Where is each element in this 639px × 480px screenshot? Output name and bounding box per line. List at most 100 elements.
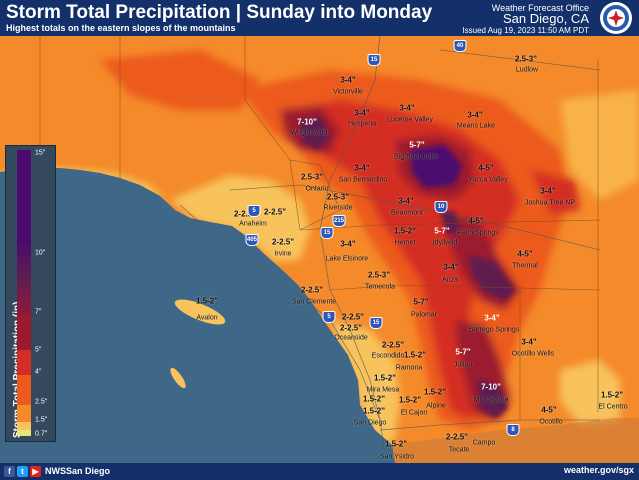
place-label: Escondido <box>371 352 405 360</box>
place-label: Campo <box>472 439 496 447</box>
value-label: 3-4" <box>443 262 459 272</box>
place-label: Temecula <box>365 283 395 291</box>
value-label: 4-5" <box>478 163 494 173</box>
value-label: 2-2.5" <box>341 312 365 322</box>
value-label: 2-2.5" <box>263 207 287 217</box>
youtube-icon[interactable]: ▶ <box>30 465 41 477</box>
value-label: 7-10" <box>297 117 317 127</box>
office-name: San Diego, CA <box>503 11 589 26</box>
place-label: Victorville <box>333 88 363 96</box>
value-label: 3-4" <box>484 313 500 323</box>
value-label: 7-10" <box>481 382 501 392</box>
legend-tick: 10" <box>35 249 46 257</box>
value-label: 1.5-2" <box>362 406 386 416</box>
place-label: Tecate <box>448 446 470 454</box>
facebook-icon[interactable]: f <box>4 465 15 477</box>
value-label: 1.5-2" <box>403 350 427 360</box>
place-label: San Ysidro <box>379 453 415 461</box>
interstate-shield-icon: 15 <box>367 54 381 66</box>
place-label: El Centro <box>598 403 628 411</box>
place-label: El Cajon <box>400 409 428 417</box>
legend-seg-4 <box>17 375 31 405</box>
value-label: 3-4" <box>398 196 414 206</box>
value-label: 2.5-3" <box>300 172 324 182</box>
footer-bar <box>0 463 639 480</box>
place-label: Yucca Valley <box>468 176 508 184</box>
interstate-shield-icon: 8 <box>506 424 520 436</box>
value-label: 1.5-2" <box>393 226 417 236</box>
value-label: 2-2.5" <box>300 285 324 295</box>
legend-tick: 0.7" <box>35 430 48 438</box>
value-label: 5-7" <box>413 297 429 307</box>
place-label: Beaumont <box>391 209 423 217</box>
legend-tick: 2.5" <box>35 398 48 406</box>
value-label: 4-5" <box>468 216 484 226</box>
value-label: 1.5-2" <box>373 373 397 383</box>
interstate-shield-icon: 40 <box>453 40 467 52</box>
value-label: 2-2.5" <box>233 209 257 219</box>
value-label: 3-4" <box>540 186 556 196</box>
value-label: 3-4" <box>399 103 415 113</box>
precip-legend: Storm Total Precipitation (in) 15" 10" 7… <box>5 145 56 442</box>
legend-tick: 1.5" <box>35 416 48 424</box>
place-label: Ramona <box>395 364 423 372</box>
place-label: Anza <box>442 276 458 284</box>
place-label: Oceanside <box>334 334 368 342</box>
legend-tick: 7" <box>35 308 42 316</box>
place-label: San Clemente <box>291 298 337 306</box>
legend-seg-5 <box>17 350 31 375</box>
value-label: 1.5-2" <box>362 394 386 404</box>
place-label: Wrightwood <box>290 129 328 137</box>
interstate-shield-icon: 405 <box>245 234 259 246</box>
interstate-shield-icon: 215 <box>332 215 346 227</box>
value-label: 5-7" <box>434 226 450 236</box>
place-label: Means Lake <box>456 122 496 130</box>
legend-seg-2-5 <box>17 405 31 422</box>
place-label: Idyllwild <box>432 239 458 247</box>
value-label: 1.5-2" <box>423 387 447 397</box>
place-label: Palomar <box>410 311 438 319</box>
value-label: 1.5-2" <box>384 439 408 449</box>
place-label: Thermal <box>512 262 538 270</box>
issued-timestamp: Issued Aug 19, 2023 11:50 AM PDT <box>462 26 589 35</box>
map-subtitle: Highest totals on the eastern slopes of … <box>6 23 236 33</box>
social-handle: NWSSan Diego <box>45 466 111 476</box>
value-label: 2.5-3" <box>367 270 391 280</box>
value-label: 5-7" <box>409 140 425 150</box>
legend-seg-1-5 <box>17 422 31 430</box>
website-link[interactable]: weather.gov/sgx <box>563 465 634 475</box>
legend-seg-10 <box>17 240 31 315</box>
place-label: Avalon <box>196 314 218 322</box>
interstate-shield-icon: 10 <box>434 201 448 213</box>
interstate-shield-icon: 5 <box>322 311 336 323</box>
office-label: Weather Forecast Office <box>491 3 589 13</box>
value-label: 5-7" <box>455 347 471 357</box>
social-links: f t ▶ NWSSan Diego <box>4 465 110 477</box>
mexico-region <box>392 418 639 463</box>
place-label: Hemet <box>394 239 416 247</box>
place-label: Alpine <box>426 402 446 410</box>
legend-color-bar <box>17 150 31 436</box>
value-label: 2.5-3" <box>326 192 350 202</box>
county-borders <box>39 36 601 420</box>
place-label: Ontario <box>305 185 329 193</box>
place-label: San Diego <box>353 419 387 427</box>
place-label: Lucerne Valley <box>387 116 433 124</box>
value-label: 1.5-2" <box>398 395 422 405</box>
interstate-shield-icon: 15 <box>320 227 334 239</box>
legend-tick: 4" <box>35 368 42 376</box>
header-bar <box>0 0 639 36</box>
interstate-shield-icon: 5 <box>247 205 261 217</box>
value-label: 2-2.5" <box>445 432 469 442</box>
value-label: 2-2.5" <box>271 237 295 247</box>
value-label: 1.5-2" <box>195 296 219 306</box>
place-label: Big Bear Lake <box>394 153 438 161</box>
place-label: San Bernardino <box>338 176 388 184</box>
place-label: Joshua Tree NP <box>524 199 576 207</box>
twitter-icon[interactable]: t <box>17 465 28 477</box>
san-clemente-island <box>170 367 186 389</box>
value-label: 3-4" <box>521 337 537 347</box>
nws-logo-icon <box>600 2 632 34</box>
catalina-island <box>174 299 226 325</box>
